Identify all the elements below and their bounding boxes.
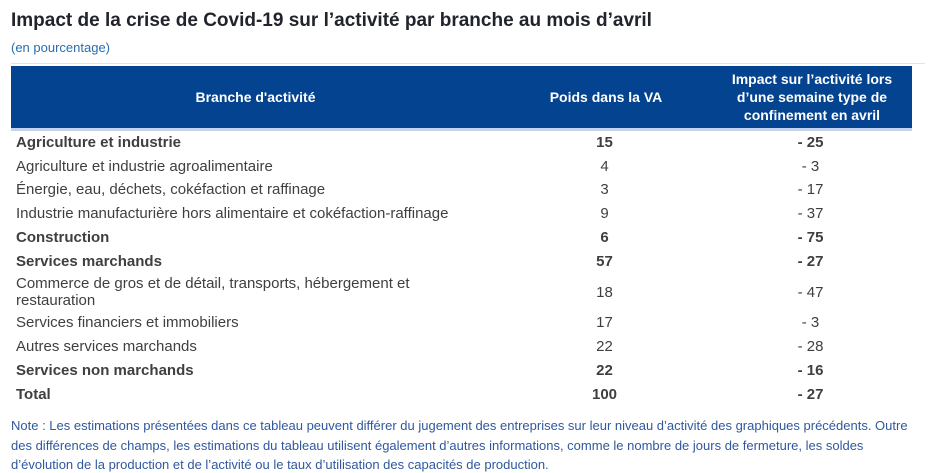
- table-row: Agriculture et industrie 15- 25: [11, 129, 912, 155]
- row-impact-value: - 27: [712, 381, 912, 407]
- table-row: Services marchands 57- 27: [11, 249, 912, 275]
- row-impact-value: - 17: [712, 177, 912, 202]
- row-impact-value: - 3: [712, 310, 912, 335]
- row-branche-label: Construction: [11, 225, 500, 251]
- row-branche-label: Agriculture et industrie: [11, 129, 500, 155]
- row-poids-value: 15: [500, 129, 712, 155]
- row-impact-value: - 28: [712, 334, 912, 359]
- column-header-poids: Poids dans la VA: [500, 65, 712, 132]
- column-header-impact: Impact sur l’activité lors d’une semaine…: [712, 65, 912, 132]
- row-poids-value: 6: [500, 225, 712, 251]
- row-branche-label: Services financiers et immobiliers: [11, 310, 500, 335]
- table-row: Agriculture et industrie agroalimentaire…: [11, 153, 912, 178]
- row-impact-value: - 75: [712, 225, 912, 251]
- row-branche-label: Agriculture et industrie agroalimentaire: [11, 153, 500, 178]
- table-row: Industrie manufacturière hors alimentair…: [11, 201, 912, 226]
- impact-table: Branche d'activité Poids dans la VA Impa…: [11, 65, 912, 407]
- row-branche-label: Énergie, eau, déchets, cokéfaction et ra…: [11, 177, 500, 202]
- table-row: Services non marchands 22- 16: [11, 357, 912, 383]
- table-row: Construction 6- 75: [11, 225, 912, 251]
- table-row: Commerce de gros et de détail, transport…: [11, 273, 912, 311]
- row-branche-label: Autres services marchands: [11, 334, 500, 359]
- table-row: Services financiers et immobiliers 17- 3: [11, 310, 912, 335]
- row-impact-value: - 47: [712, 273, 912, 311]
- page-title: Impact de la crise de Covid-19 sur l’act…: [11, 10, 652, 31]
- row-impact-value: - 3: [712, 153, 912, 178]
- table-header-row: Branche d'activité Poids dans la VA Impa…: [11, 65, 912, 132]
- row-poids-value: 3: [500, 177, 712, 202]
- row-poids-value: 22: [500, 334, 712, 359]
- table-container: Branche d'activité Poids dans la VA Impa…: [11, 62, 925, 407]
- table-row: Total 100- 27: [11, 381, 912, 407]
- table-row: Autres services marchands 22- 28: [11, 334, 912, 359]
- row-impact-value: - 16: [712, 357, 912, 383]
- column-header-branche: Branche d'activité: [11, 65, 500, 132]
- row-branche-label: Services non marchands: [11, 357, 500, 383]
- row-poids-value: 100: [500, 381, 712, 407]
- row-poids-value: 18: [500, 273, 712, 311]
- note-text: Note : Les estimations présentées dans c…: [11, 418, 908, 473]
- row-impact-value: - 37: [712, 201, 912, 226]
- row-impact-value: - 27: [712, 249, 912, 275]
- table-row: Énergie, eau, déchets, cokéfaction et ra…: [11, 177, 912, 202]
- row-impact-value: - 25: [712, 129, 912, 155]
- row-poids-value: 22: [500, 357, 712, 383]
- row-branche-label: Total: [11, 381, 500, 407]
- row-poids-value: 9: [500, 201, 712, 226]
- table-body: Agriculture et industrie 15- 25 Agricultur…: [11, 129, 912, 407]
- unit-subtitle: (en pourcentage): [11, 39, 111, 55]
- row-branche-label: Industrie manufacturière hors alimentair…: [11, 201, 500, 226]
- row-branche-label: Services marchands: [11, 249, 500, 275]
- row-poids-value: 17: [500, 310, 712, 335]
- row-poids-value: 57: [500, 249, 712, 275]
- row-poids-value: 4: [500, 153, 712, 178]
- row-branche-label: Commerce de gros et de détail, transport…: [11, 273, 500, 311]
